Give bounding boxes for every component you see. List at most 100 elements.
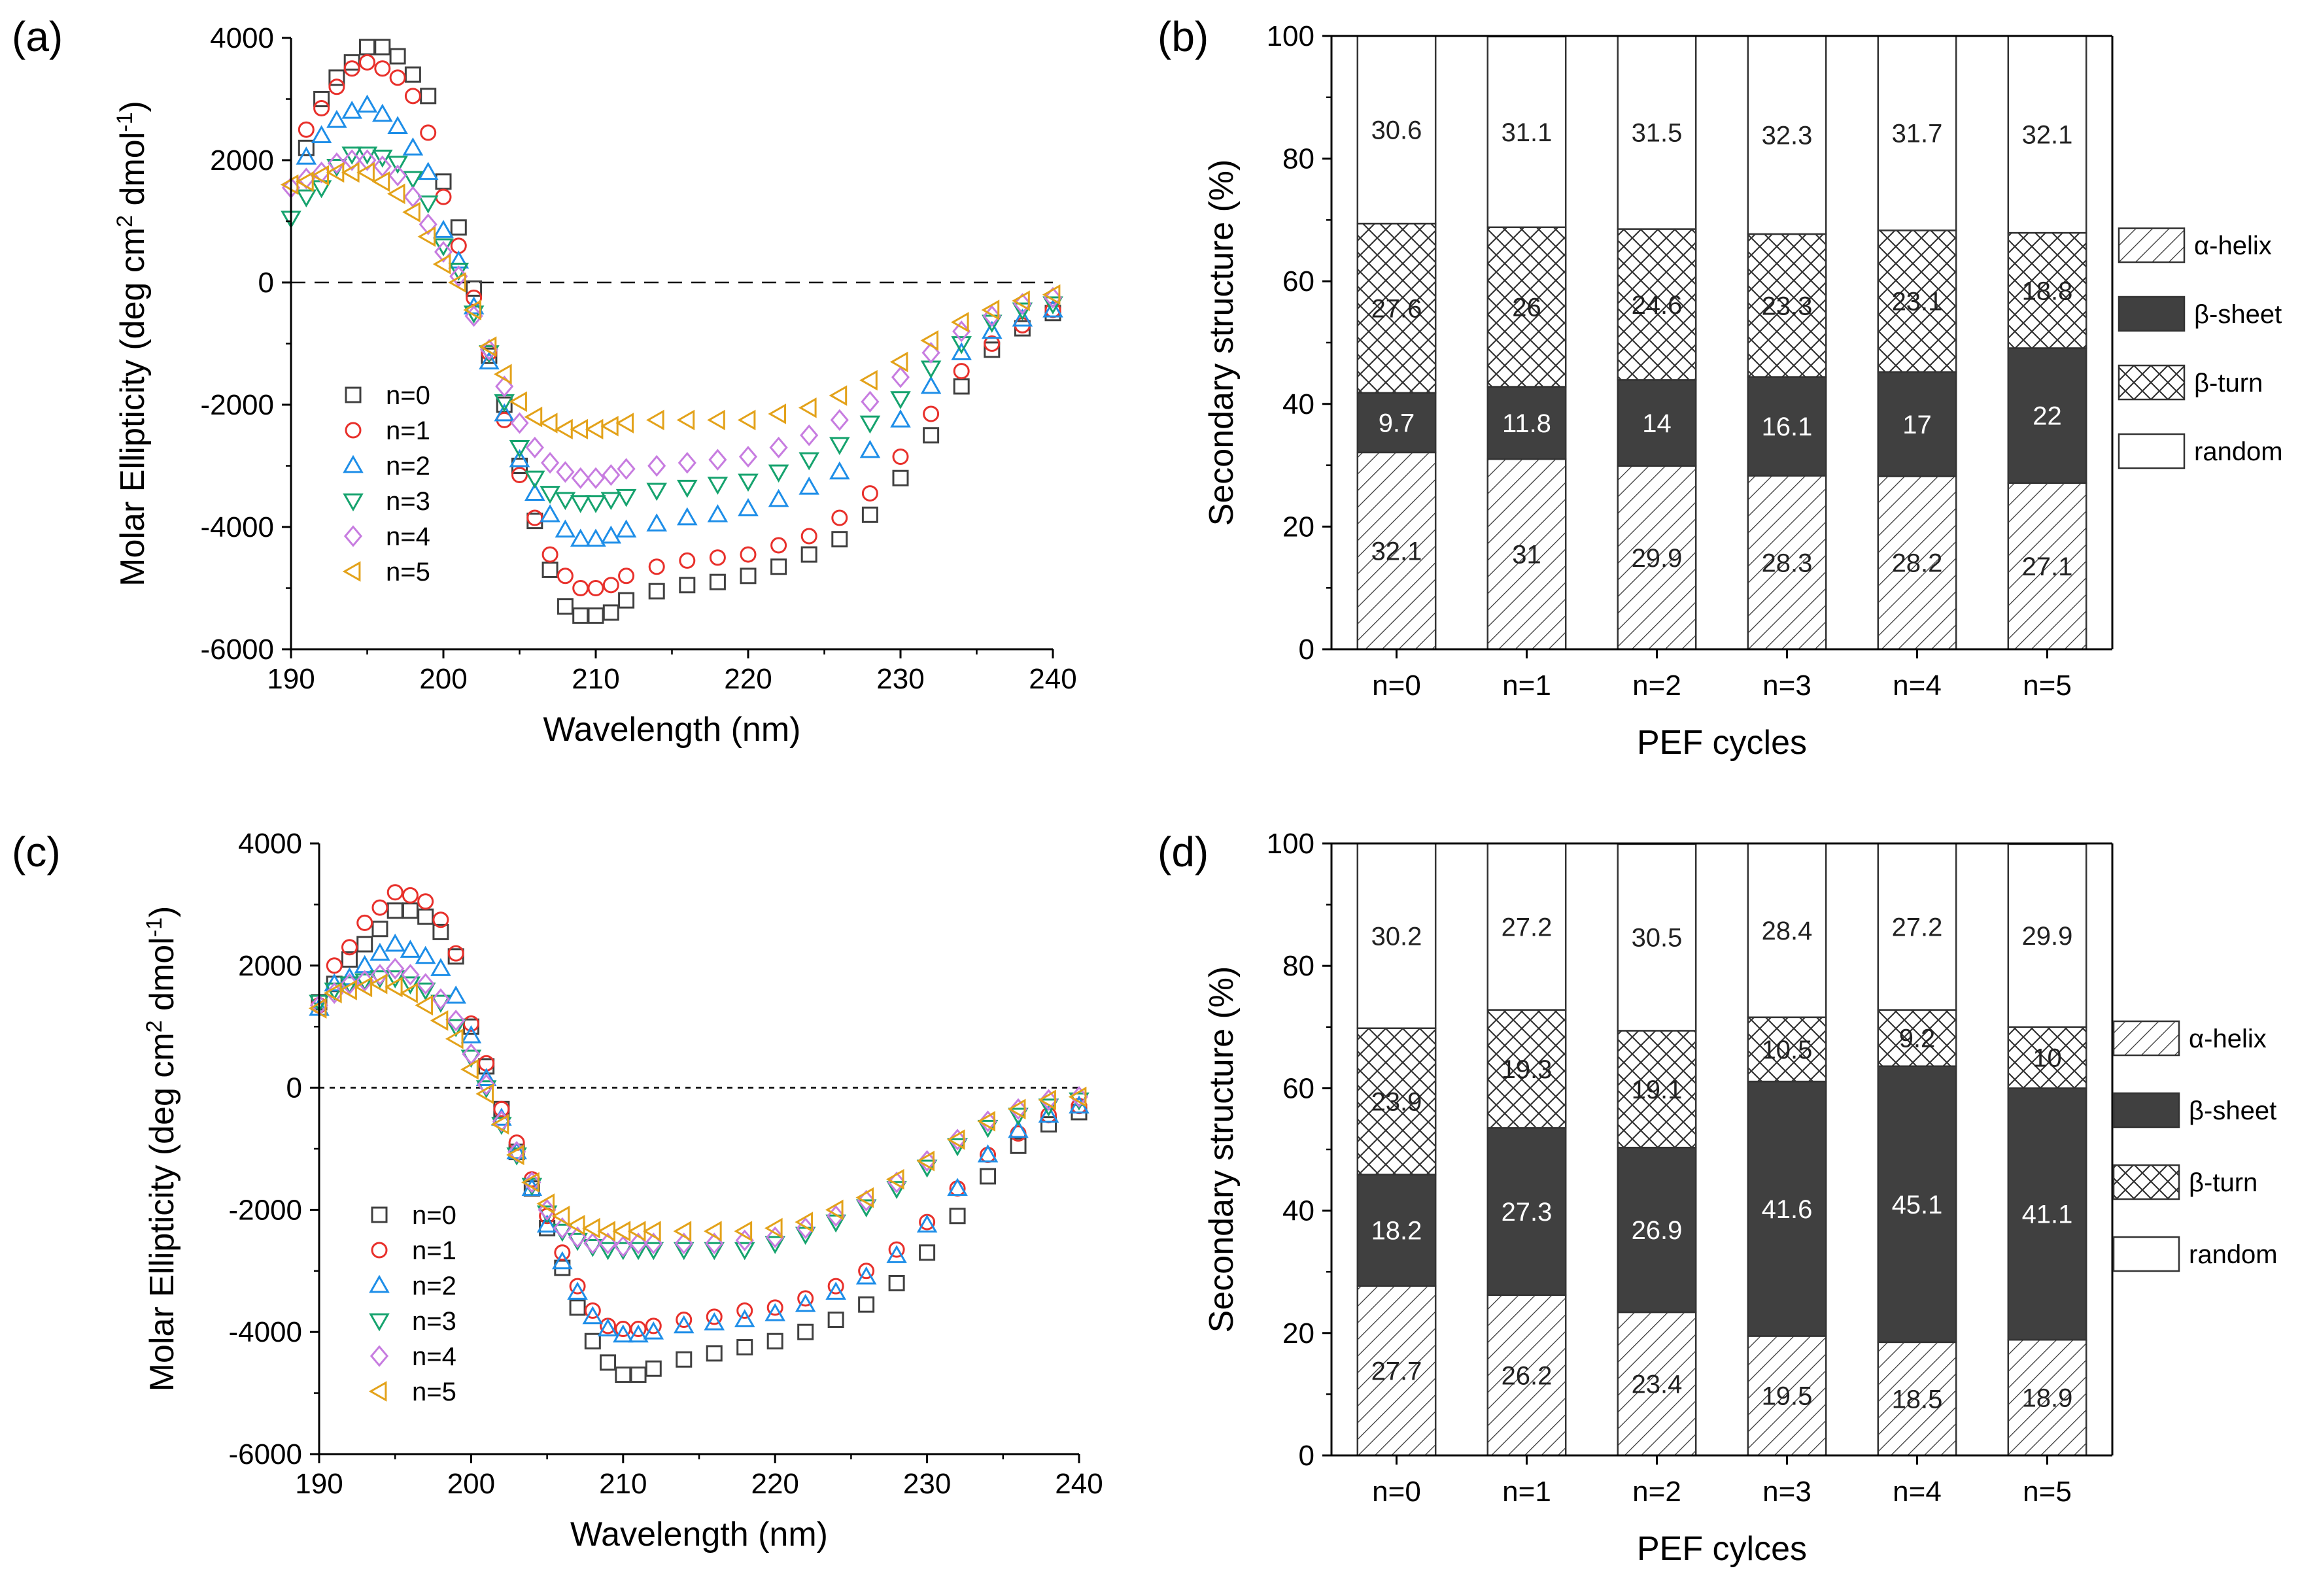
data-point — [388, 164, 407, 186]
data-point — [417, 226, 436, 247]
data-point — [385, 933, 405, 952]
data-point — [554, 1244, 571, 1261]
data-point — [766, 1299, 783, 1316]
data-point — [800, 546, 817, 563]
data-point — [448, 272, 466, 293]
legend-swatch — [2118, 296, 2186, 332]
data-point — [734, 1309, 755, 1327]
data-point — [540, 486, 560, 504]
series-n=5 — [280, 161, 1061, 440]
data-point — [541, 546, 558, 563]
random-segment — [1486, 842, 1567, 1011]
data-point — [555, 492, 576, 511]
data-point — [311, 165, 329, 186]
data-point — [1069, 1085, 1089, 1108]
data-point — [679, 552, 696, 569]
data-point — [541, 452, 560, 474]
data-point — [327, 152, 346, 175]
data-point — [313, 91, 330, 107]
data-point — [825, 1199, 844, 1221]
y-tick-label: 60 — [1282, 1072, 1314, 1104]
legend-swatch — [2112, 1236, 2180, 1272]
x-tick-label: n=3 — [1762, 670, 1811, 702]
data-point — [356, 94, 378, 113]
bar-value-label: 16.1 — [1762, 413, 1813, 441]
data-point — [571, 467, 590, 489]
data-point — [1042, 296, 1063, 314]
x-tick-label: n=5 — [2023, 1476, 2072, 1508]
y-tick-label: -4000 — [200, 511, 274, 543]
data-point — [1042, 299, 1063, 318]
data-point — [797, 1290, 814, 1307]
legend-label: n=2 — [386, 452, 430, 481]
bar-value-label: 23.4 — [1632, 1370, 1683, 1399]
data-point — [521, 1172, 540, 1193]
data-point — [738, 473, 759, 492]
data-point — [920, 330, 938, 351]
data-point — [886, 1245, 907, 1263]
data-point — [540, 504, 560, 522]
helix-segment — [1617, 1311, 1697, 1457]
y-axis-title: Molar Ellipticity (deg cm2 dmol-1) — [142, 906, 181, 1392]
data-point — [673, 1221, 692, 1242]
helix-segment — [2007, 1338, 2087, 1457]
data-point — [708, 449, 727, 471]
data-point — [952, 320, 971, 343]
y-tick-label: 2000 — [238, 950, 302, 982]
legend-marker — [369, 1345, 389, 1367]
data-point — [947, 1178, 968, 1197]
data-point — [312, 161, 331, 184]
bar-value-label: 29.9 — [1632, 544, 1683, 573]
data-point — [647, 454, 666, 477]
legend-marker — [345, 422, 362, 439]
data-point — [645, 1360, 662, 1377]
random-segment — [1617, 843, 1697, 1032]
data-point — [509, 449, 530, 467]
bar-value-label: 23.9 — [1371, 1088, 1422, 1117]
data-point — [891, 366, 910, 388]
data-point — [859, 415, 881, 434]
data-point — [447, 945, 464, 962]
data-point — [566, 1214, 585, 1236]
data-point — [644, 1232, 663, 1255]
sheet-segment — [1356, 1174, 1437, 1287]
data-point — [740, 546, 757, 563]
data-point — [371, 899, 388, 916]
data-point — [861, 390, 880, 413]
data-point — [709, 549, 726, 566]
data-point — [431, 988, 450, 1010]
bar-value-label: 23.3 — [1762, 292, 1813, 320]
data-point — [432, 911, 449, 928]
data-point — [430, 1010, 449, 1031]
data-point — [541, 561, 558, 578]
data-point — [450, 219, 467, 236]
data-point — [980, 1168, 997, 1185]
data-point — [435, 188, 452, 205]
data-point — [984, 341, 1001, 358]
legend-marker — [369, 1274, 390, 1293]
x-tick-label: 230 — [876, 663, 924, 695]
data-point — [674, 1232, 693, 1255]
bar-value-label: 31 — [1512, 541, 1541, 569]
data-point — [600, 525, 622, 544]
data-point — [737, 409, 756, 431]
x-tick-label: 190 — [295, 1468, 343, 1500]
data-point — [888, 1274, 905, 1291]
data-point — [953, 363, 970, 380]
data-point — [308, 998, 327, 1019]
data-point — [524, 406, 543, 428]
data-point — [328, 69, 345, 86]
data-point — [298, 121, 315, 138]
data-point — [430, 958, 451, 976]
data-point — [400, 940, 421, 958]
data-point — [359, 39, 375, 56]
y-axis-title-part: Molar Ellipticity (deg cm — [114, 228, 152, 586]
data-point — [490, 1113, 509, 1135]
data-point — [494, 403, 515, 422]
bar-value-label: 19.3 — [1502, 1055, 1553, 1084]
legend-label: n=0 — [386, 381, 430, 410]
data-point — [984, 335, 1001, 352]
data-point — [890, 391, 911, 409]
turn-segment — [1747, 233, 1827, 378]
data-point — [949, 1208, 966, 1225]
